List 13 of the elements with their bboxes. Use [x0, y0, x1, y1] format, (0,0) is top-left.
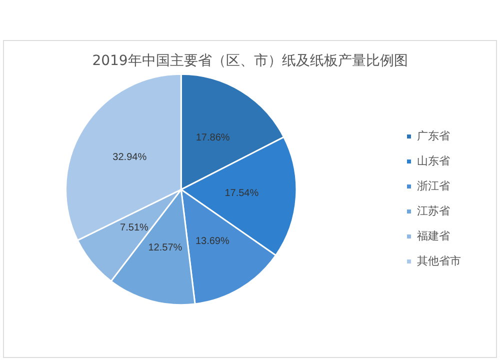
- chart-title: 2019年中国主要省（区、市）纸及纸板产量比例图: [92, 53, 408, 69]
- data-label: 13.69%: [195, 236, 230, 247]
- legend-label: 江苏省: [417, 204, 450, 218]
- legend-label: 山东省: [417, 154, 450, 168]
- legend-label: 其他省市: [417, 254, 461, 268]
- data-label: 32.94%: [112, 152, 147, 163]
- data-label: 17.54%: [224, 188, 259, 200]
- legend-label: 广东省: [417, 130, 450, 142]
- data-label: 12.57%: [148, 242, 182, 254]
- data-label: 17.86%: [196, 132, 230, 144]
- legend-label: 福建省: [417, 230, 450, 242]
- data-label: 7.51%: [120, 222, 149, 234]
- legend-label: 浙江省: [417, 180, 450, 192]
